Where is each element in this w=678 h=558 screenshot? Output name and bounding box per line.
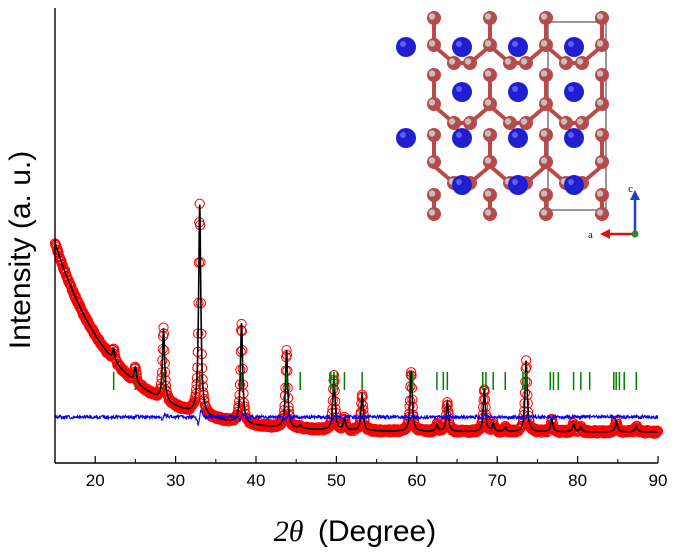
cation-atom-highlight xyxy=(400,132,406,138)
framework-atom-highlight xyxy=(576,58,584,65)
framework-atom-highlight xyxy=(540,99,548,106)
framework-atom-highlight xyxy=(428,70,436,77)
cation-atom-highlight xyxy=(568,86,574,92)
difference-line xyxy=(54,409,659,426)
framework-atom-highlight xyxy=(520,118,528,125)
x-tick-label: 30 xyxy=(166,471,185,490)
framework-atom-highlight xyxy=(560,118,568,125)
framework-atom-highlight xyxy=(484,99,492,106)
x-tick-label: 80 xyxy=(568,471,587,490)
observed-series xyxy=(49,198,664,439)
cation-atom xyxy=(508,175,528,195)
framework-atom-highlight xyxy=(428,209,436,216)
cation-atom-highlight xyxy=(512,179,518,185)
cation-atom xyxy=(452,128,472,148)
cation-atoms xyxy=(396,37,584,195)
framework-atom-highlight xyxy=(540,190,548,197)
framework-atom-highlight xyxy=(560,58,568,65)
cation-atom xyxy=(452,37,472,57)
framework-atom-highlight xyxy=(428,190,436,197)
framework-atom-highlight xyxy=(576,118,584,125)
framework-atom-highlight xyxy=(484,209,492,216)
cation-atom xyxy=(508,128,528,148)
framework-atom-highlight xyxy=(540,130,548,137)
framework-atom-highlight xyxy=(504,118,512,125)
cation-atom xyxy=(452,175,472,195)
framework-atom-highlight xyxy=(428,13,436,20)
framework-atom-highlight xyxy=(428,157,436,164)
cation-atom-highlight xyxy=(512,86,518,92)
x-tick-label: 20 xyxy=(86,471,105,490)
x-tick-label: 50 xyxy=(327,471,346,490)
framework-atom-highlight xyxy=(540,70,548,77)
framework-atom-highlight xyxy=(484,13,492,20)
cation-atom xyxy=(564,37,584,57)
x-tick-label: 60 xyxy=(407,471,426,490)
cation-atom xyxy=(564,128,584,148)
framework-atom-highlight xyxy=(484,157,492,164)
cation-atom-highlight xyxy=(456,41,462,47)
framework-atom-highlight xyxy=(540,157,548,164)
cation-atom xyxy=(396,37,416,57)
framework-atom-highlight xyxy=(464,58,472,65)
framework-atom-highlight xyxy=(540,13,548,20)
c-axis-arrowhead xyxy=(630,190,640,200)
calculated-line xyxy=(54,204,658,433)
cation-atom-highlight xyxy=(400,41,406,47)
framework-atom-highlight xyxy=(520,58,528,65)
framework-atom-highlight xyxy=(484,130,492,137)
framework-atom-highlight xyxy=(596,209,604,216)
b-axis-dot xyxy=(631,230,639,238)
cation-atom-highlight xyxy=(568,179,574,185)
cation-atom xyxy=(508,37,528,57)
cation-atom-highlight xyxy=(456,179,462,185)
cation-atom xyxy=(564,82,584,102)
cation-atom xyxy=(452,82,472,102)
a-axis-label: a xyxy=(588,229,593,241)
framework-atom-highlight xyxy=(428,99,436,106)
axis-triad: ca xyxy=(588,183,640,241)
x-tick-label: 90 xyxy=(649,471,668,490)
bragg-positions xyxy=(112,372,638,390)
y-axis-title: Intensity (a. u.) xyxy=(4,151,37,349)
x-tick-label: 40 xyxy=(247,471,266,490)
x-axis-unit: (Degree) xyxy=(318,515,436,548)
cation-atom xyxy=(508,82,528,102)
cation-atom-highlight xyxy=(568,41,574,47)
framework-atom-highlight xyxy=(428,40,436,47)
framework-atom-highlight xyxy=(428,130,436,137)
a-axis-arrowhead xyxy=(600,229,610,239)
framework-atom-highlight xyxy=(596,190,604,197)
framework-atom-highlight xyxy=(448,58,456,65)
crystal-structure-inset: ca xyxy=(396,11,640,241)
framework-atom-highlight xyxy=(464,118,472,125)
framework-atom-highlight xyxy=(448,118,456,125)
cation-atom-highlight xyxy=(512,132,518,138)
x-axis-title: 2θ (Degree) xyxy=(274,515,436,548)
cation-atom-highlight xyxy=(568,132,574,138)
c-axis-label: c xyxy=(628,183,633,195)
framework-atom-highlight xyxy=(484,190,492,197)
framework-atom-highlight xyxy=(596,130,604,137)
cation-atom xyxy=(396,128,416,148)
framework-atom-highlight xyxy=(596,99,604,106)
x-tick-label: 70 xyxy=(488,471,507,490)
framework-atom-highlight xyxy=(596,157,604,164)
framework-atom-highlight xyxy=(540,209,548,216)
cation-atom-highlight xyxy=(456,132,462,138)
framework-atom-highlight xyxy=(484,40,492,47)
framework-atom-highlight xyxy=(484,70,492,77)
x-axis-symbol: 2θ xyxy=(274,515,304,548)
framework-atom-highlight xyxy=(596,40,604,47)
framework-atom-highlight xyxy=(504,58,512,65)
framework-atom-highlight xyxy=(596,13,604,20)
framework-atom-highlight xyxy=(596,70,604,77)
unit-cell-outline xyxy=(547,21,607,211)
cation-atom-highlight xyxy=(512,41,518,47)
cation-atom xyxy=(564,175,584,195)
framework-atom-highlight xyxy=(540,40,548,47)
cation-atom-highlight xyxy=(456,86,462,92)
